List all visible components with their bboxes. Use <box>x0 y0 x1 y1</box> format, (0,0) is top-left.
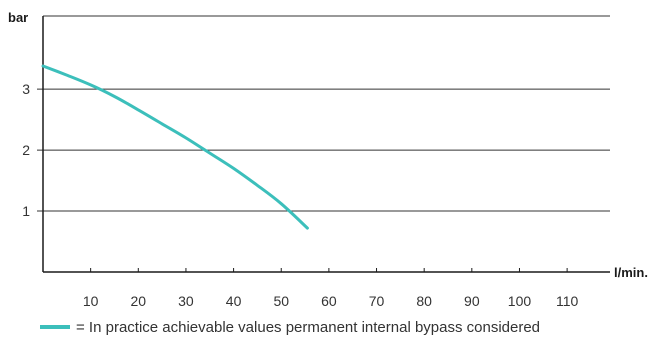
x-tick-label-40: 40 <box>226 293 242 309</box>
x-tick-labels: 10 20 30 40 50 60 70 80 90 100 110 <box>83 268 579 309</box>
x-tick-label-50: 50 <box>273 293 289 309</box>
y-tick-label-3: 3 <box>22 81 30 97</box>
grid-lines <box>37 15 610 212</box>
legend: = In practice achievable values permanen… <box>40 316 540 338</box>
y-tick-label-2: 2 <box>22 142 30 158</box>
x-axis-label: l/min. <box>614 265 648 280</box>
x-tick-label-30: 30 <box>178 293 194 309</box>
x-tick-label-100: 100 <box>508 293 532 309</box>
y-axis-label: bar <box>8 10 28 25</box>
legend-text: = In practice achievable values permanen… <box>76 318 541 336</box>
x-tick-label-70: 70 <box>369 293 385 309</box>
x-tick-label-90: 90 <box>464 293 480 309</box>
series-line <box>41 64 309 230</box>
legend-swatch <box>40 325 70 329</box>
y-tick-label-1: 1 <box>22 203 30 219</box>
y-tick-labels: 1 2 3 <box>22 81 30 219</box>
x-tick-label-60: 60 <box>321 293 337 309</box>
x-tick-label-80: 80 <box>416 293 432 309</box>
x-tick-label-10: 10 <box>83 293 99 309</box>
pressure-flow-chart: bar l/min. 1 2 3 10 20 30 40 50 60 70 80 90 100 110 <box>8 10 648 309</box>
x-tick-label-20: 20 <box>131 293 147 309</box>
x-tick-label-110: 110 <box>556 293 579 309</box>
